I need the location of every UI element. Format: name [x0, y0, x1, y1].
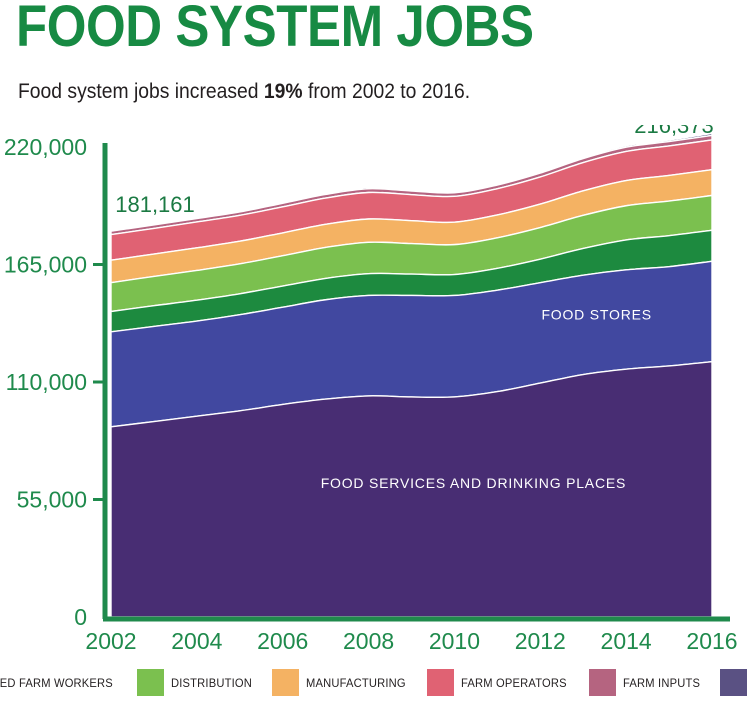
legend-item[interactable]: HIRED FARM WORKERS	[0, 669, 123, 696]
legend-item[interactable]: FARM OPERATORS	[427, 669, 575, 696]
legend-item[interactable]: FISHING	[719, 669, 750, 696]
legend-swatch	[136, 669, 164, 696]
x-axis-tick-label: 2002	[85, 628, 136, 650]
legend-label: DISTRIBUTION	[170, 675, 252, 690]
band-label: FOOD SERVICES AND DRINKING PLACES	[321, 475, 626, 491]
subtitle-highlight: 19%	[263, 80, 303, 103]
x-axis-tick-label: 2008	[343, 628, 394, 650]
legend-label: FARM INPUTS	[623, 675, 701, 690]
x-axis-tick-label: 2016	[686, 628, 737, 650]
legend-swatch	[719, 669, 747, 696]
y-axis-tick-label: 55,000	[17, 487, 87, 513]
x-axis-tick-label: 2004	[171, 628, 222, 650]
chart-axes	[93, 143, 730, 622]
legend-item[interactable]: DISTRIBUTION	[136, 669, 258, 696]
x-axis-labels: 2002 2004 2006 2008 2010 2012 2014 2016	[85, 628, 737, 650]
legend-label: HIRED FARM WORKERS	[0, 675, 113, 690]
value-annotation: 181,161	[115, 192, 195, 217]
legend-swatch	[589, 669, 617, 696]
legend-swatch	[427, 669, 455, 696]
legend-item[interactable]: MANUFACTURING	[272, 669, 413, 696]
legend-label: FARM OPERATORS	[461, 675, 568, 690]
subtitle-suffix: from 2002 to 2016.	[302, 80, 471, 103]
legend-item[interactable]: FARM INPUTS	[589, 669, 706, 696]
chart-band-labels: FOOD SERVICES AND DRINKING PLACES FOOD ST…	[321, 307, 651, 492]
chart-legend: HIRED FARM WORKERS DISTRIBUTION MANUFACTUR…	[0, 660, 750, 705]
legend-label: MANUFACTURING	[306, 675, 406, 690]
x-axis-tick-label: 2010	[429, 628, 480, 650]
legend-swatch	[272, 669, 300, 696]
value-annotation: 216,373	[634, 125, 714, 138]
y-axis-tick-label: 0	[74, 604, 87, 630]
page-title: FOOD SYSTEM JOBS	[16, 0, 534, 59]
subtitle-prefix: Food system jobs increased	[18, 80, 264, 103]
y-axis-tick-label: 220,000	[4, 134, 87, 160]
x-axis-tick-label: 2014	[601, 628, 652, 650]
band-label: FOOD STORES	[541, 307, 651, 323]
page-subtitle: Food system jobs increased 19% from 2002…	[18, 79, 470, 105]
y-axis-tick-label: 165,000	[4, 252, 87, 278]
chart-annotations: 181,161 216,373	[115, 125, 714, 217]
x-axis-tick-label: 2012	[515, 628, 566, 650]
y-axis-labels: 0 55,000 110,000 165,000 220,000	[4, 134, 87, 630]
x-axis-tick-label: 2006	[257, 628, 308, 650]
chart-areas	[110, 132, 713, 618]
y-axis-tick-label: 110,000	[6, 369, 87, 395]
stacked-area-chart: 0 55,000 110,000 165,000 220,000 2002 2004 200…	[0, 125, 750, 650]
